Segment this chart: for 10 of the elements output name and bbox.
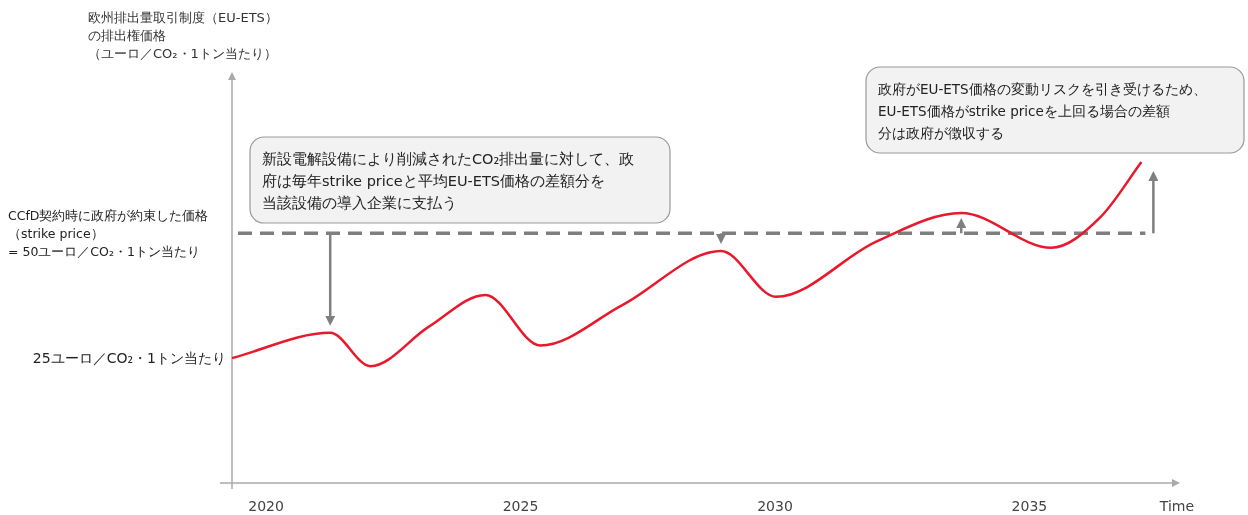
text: 政府がEU-ETS価格の変動リスクを引き受けるため、EU-ETS価格がstrike priceを上回る場合の差額分は政府が徴収する	[878, 81, 1207, 141]
x-tick-label: 2020	[248, 498, 284, 514]
text: 欧州排出量取引制度（EU-ETS）の排出権価格（ユーロ／CO₂・1トン当たり）	[88, 10, 278, 61]
x-tick-label: 2025	[502, 498, 539, 514]
x-tick-label: 2030	[757, 498, 793, 514]
annotation: 25ユーロ／CO₂・1トン当たり	[32, 350, 226, 367]
x-axis-title: Time	[1158, 498, 1195, 514]
ref-line-label: CCfD契約時に政府が約束した価格（strike price）= 50ユーロ／CO₂・1トン当たり	[8, 208, 209, 260]
x-tick-label: 2035	[1011, 498, 1048, 514]
annotation: 新設電解設備により削減されたCO₂排出量に対して、政府は毎年strike priceと平均EU-ETS価格の差額分を当該設備の導入企業に支払う	[262, 151, 635, 211]
